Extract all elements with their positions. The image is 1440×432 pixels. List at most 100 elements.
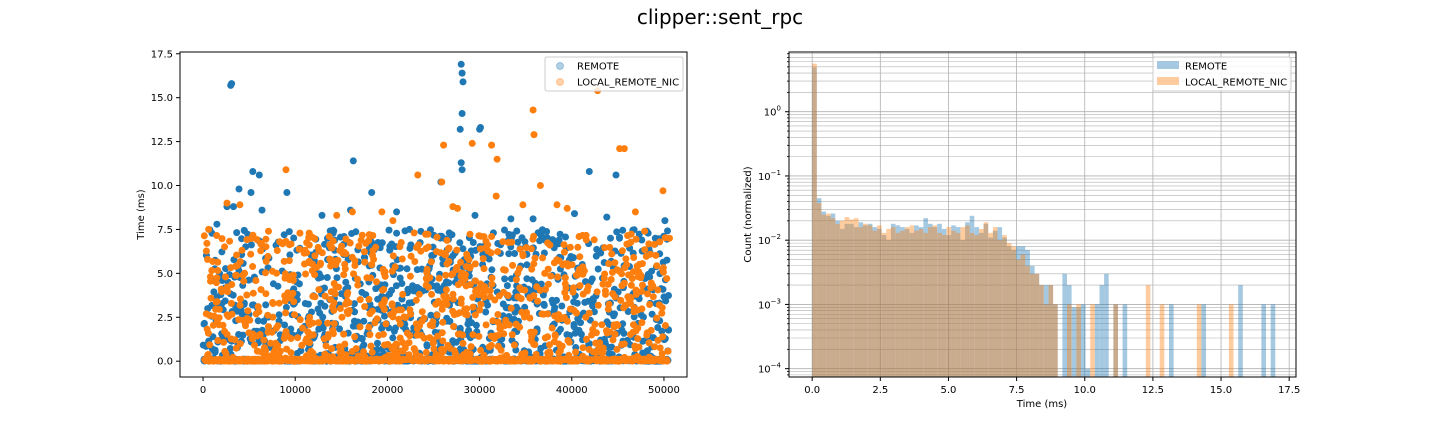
scatter-point [661,322,669,329]
scatter-point [561,289,569,297]
scatter-point [279,240,287,248]
scatter-point [230,203,237,211]
scatter-point [389,334,397,342]
scatter-point [228,80,236,88]
histogram-bar [951,230,956,377]
scatter-point [654,336,662,344]
scatter-point [629,328,637,336]
scatter-point [571,210,578,218]
scatter-point [531,254,539,262]
scatter-point [406,272,414,280]
scatter-point [465,326,473,334]
histogram-bar [867,225,873,377]
scatter-point [510,341,518,349]
scatter-point [375,332,383,339]
histogram-bar [960,227,966,377]
scatter-point [656,238,664,246]
y-tick-label: 100 [764,105,781,119]
scatter-point [579,352,587,360]
scatter-point [281,321,289,329]
scatter-point [293,349,301,357]
scatter-point [269,313,277,321]
histogram-bar [1094,304,1100,377]
scatter-point [458,166,466,174]
scatter-point [650,240,658,248]
scatter-point [423,356,431,364]
scatter-point [381,341,388,349]
scatter-point [222,265,230,273]
scatter-point [664,227,671,235]
scatter-point [281,292,289,300]
scatter-point [337,233,344,241]
scatter-point [507,304,515,312]
scatter-point [413,244,421,251]
scatter-point [233,229,241,237]
scatter-point [523,275,531,283]
histogram-bar [863,225,868,377]
scatter-point [246,316,254,324]
histogram-bar [1261,304,1266,377]
scatter-point [239,271,247,279]
histogram-bar [840,228,845,377]
scatter-point [287,349,295,357]
scatter-point [433,233,441,241]
scatter-point [494,311,502,318]
scatter-point [565,351,573,359]
scatter-point [514,238,522,246]
scatter-point [458,69,466,77]
histogram-bar [1043,304,1049,377]
scatter-point [613,345,621,353]
scatter-point [380,306,388,313]
histogram-bar [1145,285,1151,377]
scatter-point [323,274,331,281]
scatter-point [445,356,453,364]
scatter-point [251,341,258,349]
scatter-point [505,321,513,329]
histogram-bar [979,228,984,377]
scatter-point [648,310,656,318]
scatter-point [339,356,347,364]
scatter-point [315,319,322,327]
scatter-point [547,272,555,280]
scatter-point [649,293,657,301]
scatter-point [380,298,388,306]
histogram-bar [969,215,975,377]
scatter-point [238,246,246,254]
scatter-point [291,311,299,319]
histogram-bar [928,223,933,377]
scatter-point [612,171,620,179]
histogram-legend-label-local: LOCAL_REMOTE_NIC [1185,78,1287,89]
histogram-bar [1006,246,1012,377]
scatter-point [646,250,654,258]
scatter-point [611,310,618,318]
histogram-bar [858,227,864,377]
scatter-plot-frame [179,51,688,378]
scatter-point [590,236,598,244]
histogram-bar [941,228,947,377]
scatter-point [264,252,272,260]
histogram-bar [830,218,836,377]
scatter-point [440,356,447,364]
scatter-point [596,339,604,347]
scatter-point [406,306,414,314]
scatter-point [594,265,602,273]
scatter-point [213,298,221,306]
scatter-point [530,131,538,139]
scatter-legend: REMOTE LOCAL_REMOTE_NIC [544,56,684,92]
scatter-point [344,310,352,318]
scatter-point [627,281,635,289]
scatter-point [418,308,426,316]
scatter-point [244,307,252,315]
scatter-point [517,295,525,303]
scatter-point [355,242,363,250]
scatter-point [530,260,538,268]
histogram-bar [1016,246,1021,377]
scatter-point [352,345,360,353]
x-tick-label: 0 [200,385,206,396]
histogram-bar [932,225,938,377]
scatter-point [410,229,418,237]
scatter-point [200,232,208,240]
scatter-point [302,270,309,278]
scatter-point [330,306,338,314]
scatter-point [356,296,364,304]
